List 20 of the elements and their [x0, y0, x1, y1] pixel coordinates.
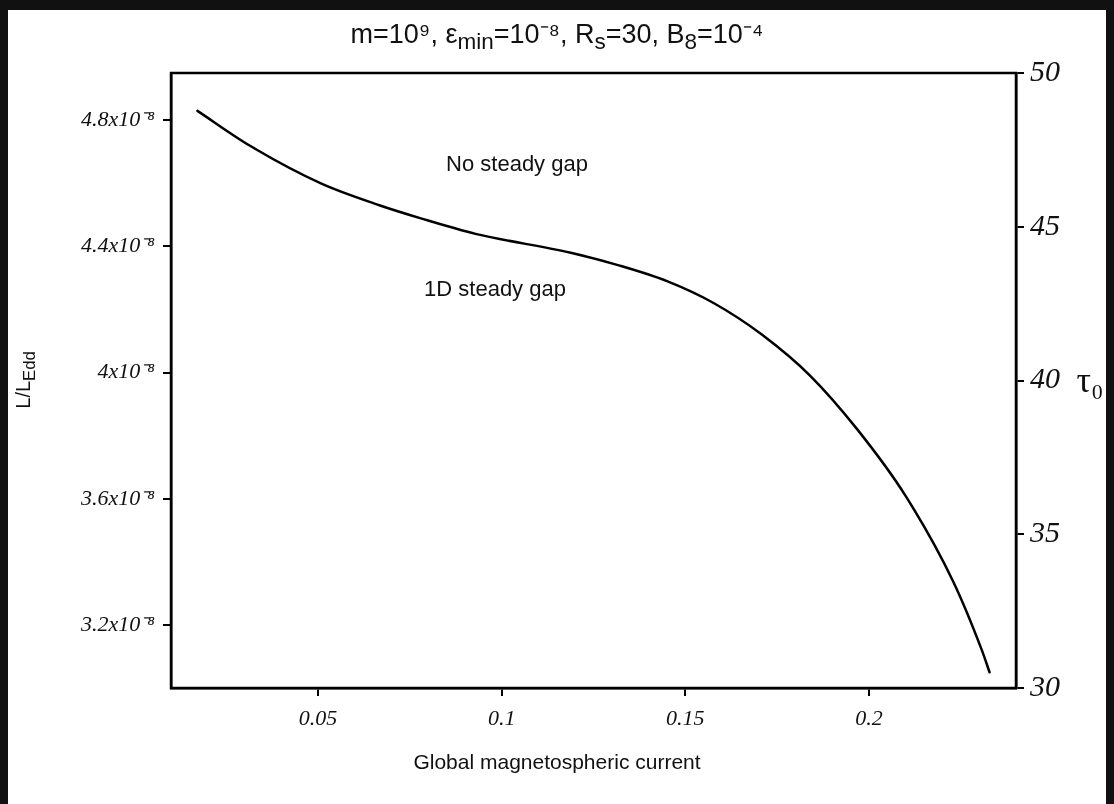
x-tick-label: 0.05	[298, 704, 338, 730]
y2-tick-label: 50	[1030, 53, 1060, 87]
y-tick-label: 4x10⁻⁸	[97, 358, 156, 384]
line-series	[196, 109, 991, 674]
x-tick-label: 0.2	[855, 704, 883, 730]
y2-tick-label: 35	[1029, 515, 1060, 549]
y-tick-label: 3.2x10⁻⁸	[80, 610, 156, 636]
y-tick-label: 4.4x10⁻⁸	[81, 232, 156, 258]
y2-tick-label: 45	[1030, 207, 1060, 241]
y2-tick-label: 40	[1030, 361, 1060, 395]
y2-tick-label: 30	[1029, 668, 1060, 702]
x-tick-label: 0.15	[666, 704, 705, 730]
annotation: No steady gap	[446, 151, 588, 177]
annotation: 1D steady gap	[424, 276, 566, 302]
x-axis-title: Global magnetospheric current	[412, 750, 702, 774]
chart-title: m=10⁹, ε$_{min}$=10⁻⁸, R$_{s}$=30, B$_{8}$=10⁻⁴	[349, 18, 765, 56]
x-tick-label: 0.1	[487, 704, 516, 730]
y-tick-label: 4.8x10⁻⁸	[81, 106, 156, 132]
y-tick-label: 3.6x10⁻⁸	[80, 484, 156, 510]
y2-axis-title: τ₀	[1076, 359, 1104, 401]
